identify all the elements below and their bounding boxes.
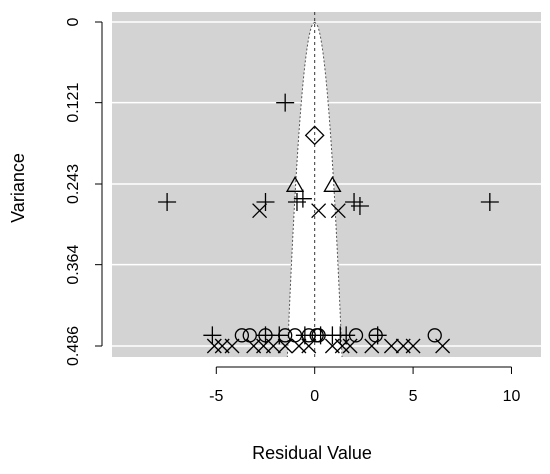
- x-tick-label: 5: [409, 388, 418, 405]
- x-tick-label: 0: [310, 388, 319, 405]
- point-triangle: [323, 176, 342, 192]
- point-circle: [427, 328, 442, 343]
- point-plus: [256, 193, 275, 211]
- point-cross: [301, 338, 317, 354]
- y-tick-label: 0.486: [65, 326, 82, 366]
- point-triangle: [285, 176, 305, 192]
- point-cross: [330, 203, 346, 219]
- point-plus: [203, 326, 222, 345]
- y-tick-label: 0.243: [65, 164, 82, 204]
- point-plus: [480, 193, 499, 211]
- point-plus: [158, 193, 177, 211]
- point-cross: [334, 338, 350, 354]
- funnel-right-bound: [314, 21, 343, 358]
- point-circle: [278, 328, 293, 343]
- point-plus: [276, 93, 295, 112]
- point-diamond: [304, 125, 325, 146]
- point-plus: [293, 189, 312, 208]
- point-circle: [258, 328, 273, 343]
- axes: -5 0 5 10 0 0.121 0.243 0.364 0.486: [65, 17, 520, 405]
- funnel-left-bound: [286, 21, 316, 358]
- point-cross: [435, 338, 451, 354]
- point-circle: [311, 328, 326, 343]
- y-tick-label: 0: [65, 17, 82, 26]
- point-cross: [405, 338, 421, 354]
- point-cross: [265, 338, 281, 354]
- x-tick-label: 10: [503, 388, 521, 405]
- funnel-region: [286, 12, 343, 358]
- point-circle: [301, 328, 316, 343]
- point-cross: [342, 338, 358, 354]
- point-cross: [224, 338, 240, 354]
- data-points: [158, 93, 499, 354]
- point-cross: [277, 338, 293, 354]
- point-plus: [350, 197, 369, 215]
- y-axis-title: Variance: [8, 153, 28, 223]
- y-tick-label: 0.364: [65, 245, 82, 285]
- point-cross: [383, 338, 399, 354]
- y-tick-label: 0.121: [65, 83, 82, 123]
- point-circle: [234, 328, 250, 343]
- point-cross: [206, 338, 222, 354]
- point-cross: [252, 203, 268, 219]
- x-tick-label: -5: [209, 388, 223, 405]
- point-circle: [348, 328, 364, 343]
- point-cross: [311, 203, 327, 219]
- point-cross: [364, 338, 380, 354]
- x-axis-title: Residual Value: [252, 443, 372, 463]
